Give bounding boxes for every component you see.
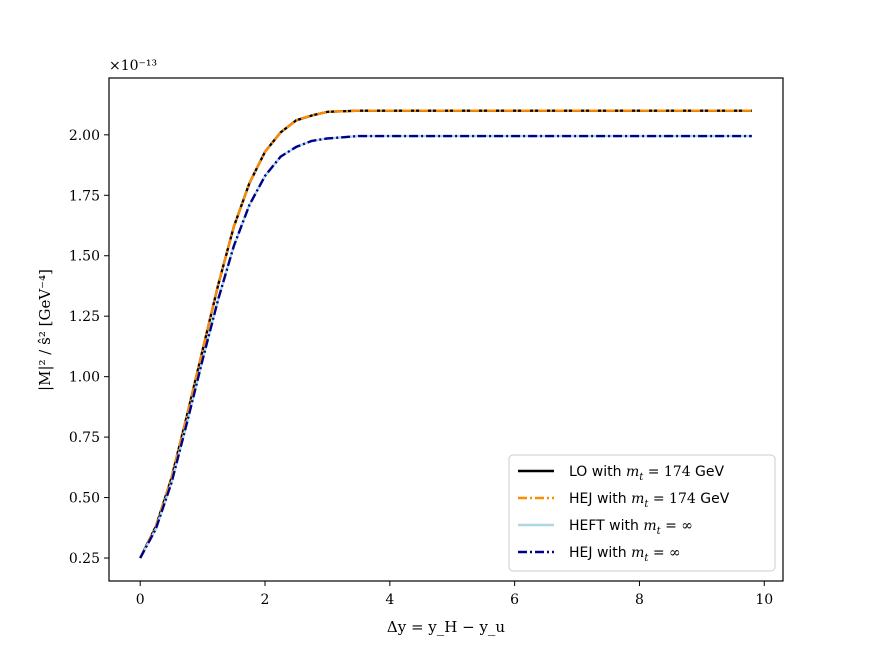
legend-entry: HEFT with mt = ∞	[569, 518, 693, 537]
y-tick-label: 1.50	[69, 249, 100, 265]
legend-entry: LO with mt = 174 GeV	[569, 464, 725, 483]
y-tick-label: 0.25	[69, 551, 100, 567]
y-axis-label: |M|² / ŝ² [GeV⁻⁴]	[36, 269, 54, 391]
legend-entry: HEJ with mt = ∞	[569, 545, 681, 564]
y-tick-label: 0.50	[69, 491, 100, 507]
y-axis: 0.25 0.50 0.75 1.00 1.25 1.50 1.75 2.00	[69, 128, 109, 567]
plot-frame	[108, 77, 784, 582]
x-tick-label: 4	[385, 592, 394, 608]
x-axis-label: Δy = y_H − y_u	[387, 618, 506, 636]
legend: LO with mt = 174 GeV HEJ with mt = 174 Ge…	[508, 454, 776, 572]
series-line-4	[139, 134, 752, 559]
x-tick-label: 0	[136, 592, 145, 608]
series-line-2	[139, 109, 752, 559]
x-tick-label: 2	[261, 592, 270, 608]
y-tick-label: 1.75	[69, 188, 100, 204]
x-axis: 0 2 4 6 8 10	[136, 581, 773, 608]
x-tick-label: 8	[635, 592, 644, 608]
legend-entry: HEJ with mt = 174 GeV	[569, 491, 730, 510]
legend-box	[508, 454, 776, 572]
y-tick-label: 0.75	[69, 430, 100, 446]
plot-lines	[139, 109, 752, 559]
y-tick-label: 1.00	[69, 370, 100, 386]
y-tick-label: 2.00	[69, 128, 100, 144]
y-tick-label: 1.25	[69, 309, 100, 325]
x-tick-label: 10	[755, 592, 773, 608]
y-axis-multiplier: ×10⁻¹³	[109, 58, 157, 74]
x-tick-label: 6	[510, 592, 519, 608]
